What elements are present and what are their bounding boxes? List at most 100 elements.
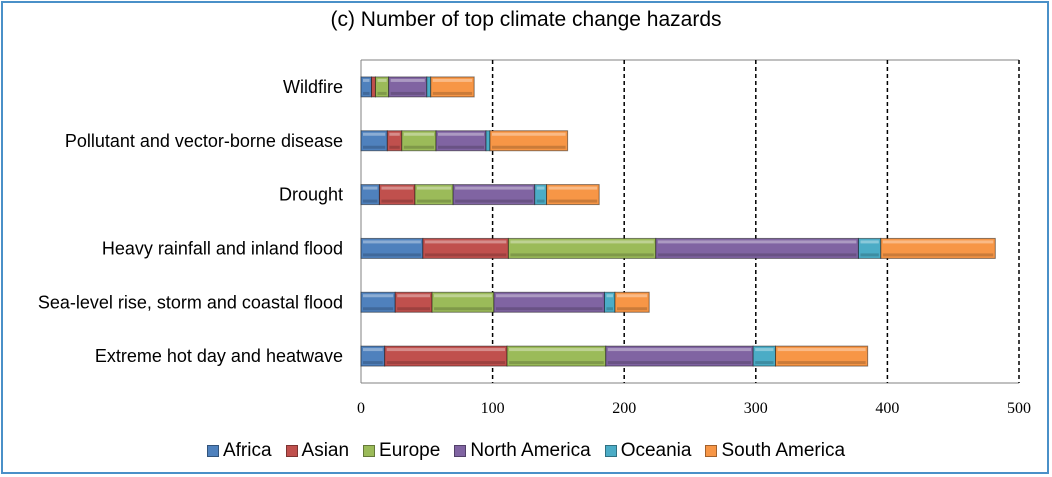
bar-shadow <box>509 361 604 365</box>
bar-highlight <box>455 186 533 190</box>
bar-shadow <box>510 253 654 257</box>
legend-swatch <box>454 445 467 457</box>
bar-shadow <box>363 253 421 257</box>
bar-highlight <box>381 186 413 190</box>
bar-shadow <box>363 199 378 203</box>
bar-shadow <box>432 91 473 95</box>
bar-highlight <box>495 294 603 298</box>
bar-shadow <box>416 199 452 203</box>
legend-item: South America <box>705 440 845 462</box>
bar-segment-asian <box>371 76 376 98</box>
bar-highlight <box>363 186 378 190</box>
legend-swatch <box>363 445 376 457</box>
bar-segment-south-america <box>880 237 996 259</box>
bar-highlight <box>509 348 604 352</box>
bar-segment-south-america <box>489 130 569 152</box>
category-label: Heavy rainfall and inland flood <box>102 238 343 258</box>
bar-shadow <box>860 253 879 257</box>
bar-segment-north-america <box>493 291 605 313</box>
bar-shadow <box>403 145 435 149</box>
legend-item: Europe <box>363 440 440 462</box>
x-tick-label-0: 0 <box>357 400 365 417</box>
bar-highlight <box>363 294 394 298</box>
legend-swatch <box>285 445 298 457</box>
legend-swatch <box>705 445 718 457</box>
bar-shadow <box>438 145 485 149</box>
bar-highlight <box>606 294 613 298</box>
bar-highlight <box>363 132 386 136</box>
bar-highlight <box>510 240 654 244</box>
x-tick-label-500: 500 <box>1007 400 1031 417</box>
chart-title: (c) Number of top climate change hazards <box>330 8 722 31</box>
bar-highlight <box>424 240 507 244</box>
legend-item: Oceania <box>604 440 692 462</box>
bar-segment-oceania <box>426 76 432 98</box>
bar-highlight <box>434 294 492 298</box>
bar-shadow <box>389 145 400 149</box>
bar-highlight <box>657 240 857 244</box>
bar-highlight <box>403 132 435 136</box>
category-label: Sea-level rise, storm and coastal flood <box>38 292 343 312</box>
bar-shadow <box>657 253 857 257</box>
bar-highlight <box>491 132 566 136</box>
bar-highlight <box>616 294 648 298</box>
legend-swatch <box>604 445 617 457</box>
bar-shadow <box>381 199 413 203</box>
legend-label: North America <box>470 440 591 461</box>
legend-swatch <box>206 445 219 457</box>
bar-highlight <box>386 348 506 352</box>
legend-item: North America <box>454 440 591 462</box>
bar-shadow <box>363 307 394 311</box>
bar-shadow <box>455 199 533 203</box>
bar-highlight <box>363 240 421 244</box>
bar-highlight <box>860 240 879 244</box>
x-tick-label-100: 100 <box>481 400 505 417</box>
bar-highlight <box>548 186 598 190</box>
bar-highlight <box>755 348 774 352</box>
bar-segment-oceania <box>534 184 548 206</box>
bar-shadow <box>755 361 774 365</box>
bar-highlight <box>536 186 545 190</box>
bar-shadow <box>434 307 492 311</box>
bar-shadow <box>536 199 545 203</box>
bar-shadow <box>606 307 613 311</box>
bar-highlight <box>432 78 473 82</box>
bar-shadow <box>548 199 598 203</box>
bar-highlight <box>363 348 383 352</box>
x-tick-label-200: 200 <box>612 400 636 417</box>
bar-highlight <box>607 348 752 352</box>
bar-shadow <box>882 253 994 257</box>
bar-segment-north-america <box>605 345 754 367</box>
bar-shadow <box>377 91 387 95</box>
bar-highlight <box>416 186 452 190</box>
legend-label: Asian <box>301 440 350 461</box>
bar-shadow <box>386 361 506 365</box>
category-label: Extreme hot day and heatwave <box>95 346 343 366</box>
bar-highlight <box>377 78 387 82</box>
bar-segment-south-america <box>775 345 869 367</box>
category-label: Drought <box>279 185 343 205</box>
bar-segment-south-america <box>430 76 475 98</box>
bar-shadow <box>491 145 566 149</box>
legend-label: Oceania <box>620 440 692 461</box>
bar-segment-south-america <box>546 184 600 206</box>
bar-highlight <box>397 294 431 298</box>
bar-segment-oceania <box>485 130 491 152</box>
bar-highlight <box>390 78 425 82</box>
bar-shadow <box>363 91 370 95</box>
bar-segment-south-america <box>614 291 650 313</box>
category-label: Wildfire <box>283 77 343 97</box>
legend-item: Africa <box>206 440 272 462</box>
bar-shadow <box>363 361 383 365</box>
x-tick-label-400: 400 <box>875 400 899 417</box>
bar-shadow <box>397 307 431 311</box>
bar-shadow <box>390 91 425 95</box>
x-tick-label-300: 300 <box>744 400 768 417</box>
legend-label: South America <box>721 440 846 461</box>
bar-shadow <box>777 361 866 365</box>
bar-highlight <box>882 240 994 244</box>
category-label: Pollutant and vector-borne disease <box>65 131 343 151</box>
bar-highlight <box>389 132 400 136</box>
